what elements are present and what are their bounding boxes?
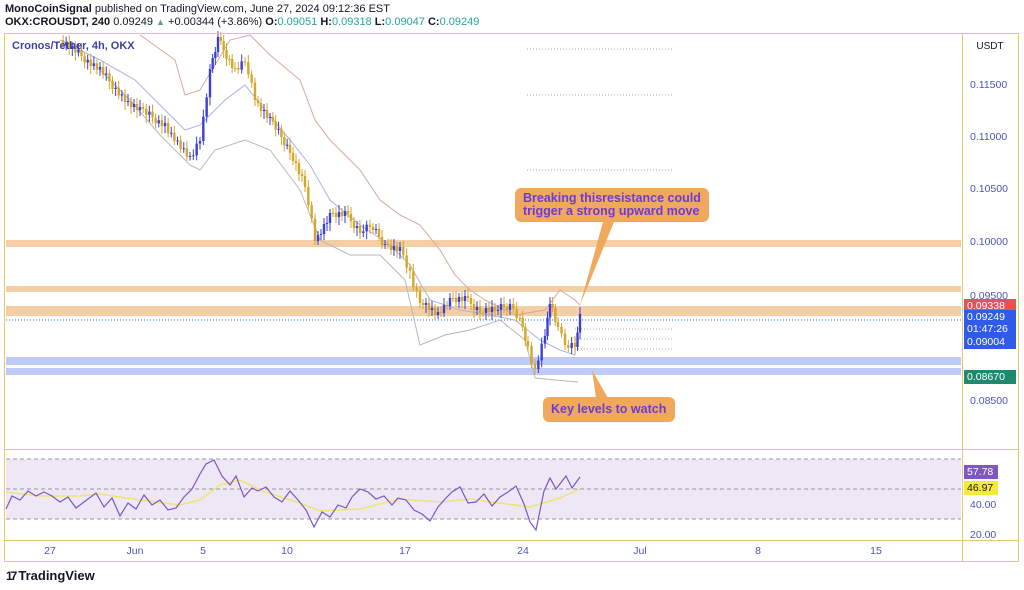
candlesticks[interactable] (61, 31, 582, 375)
price-tick-label: 0.08500 (970, 395, 1008, 407)
tradingview-logo[interactable]: 17 TradingView (6, 568, 95, 583)
rsi-line (5, 459, 581, 532)
author-name[interactable]: MonoCoinSignal (5, 3, 92, 15)
price-tag: 0.09338 (964, 299, 1016, 313)
chart-legend-title[interactable]: Cronos/Tether, 4h, OKX (12, 40, 135, 52)
resistance-callout[interactable]: Breaking thisresistance could trigger a … (515, 188, 709, 222)
time-tick-label: 5 (200, 545, 206, 557)
price-tick-label: 0.10000 (970, 236, 1008, 248)
low-label: L: (374, 16, 386, 28)
upper-envelope (139, 34, 581, 316)
time-tick-label: 10 (281, 545, 293, 557)
price-tick-label: 0.11500 (970, 79, 1008, 91)
symbol-label: OKX:CROUSDT, 240 (5, 16, 111, 28)
support-callout[interactable]: Key levels to watch (543, 397, 675, 422)
rsi-tag: 46.97 (964, 481, 998, 495)
published-text: published on TradingView.com, June 27, 2… (91, 3, 390, 15)
low-value: 0.09047 (385, 16, 425, 28)
tradingview-brand-name: TradingView (18, 568, 95, 583)
rsi-pane-divider[interactable] (4, 449, 1019, 450)
time-tick-label: 8 (755, 545, 761, 557)
support-zone-top[interactable] (6, 357, 961, 365)
middle-envelope (59, 39, 576, 356)
chart-frame (4, 33, 1019, 562)
price-tag: 0.08670 (964, 370, 1016, 384)
time-tick-label: 15 (870, 545, 882, 557)
time-tick-label: 17 (399, 545, 411, 557)
price-tag-value: 0.09004 (967, 336, 1005, 348)
time-tick-label: 27 (44, 545, 56, 557)
time-tick-label: Jul (633, 545, 647, 557)
high-value: 0.09318 (331, 16, 372, 28)
high-label: H: (320, 16, 332, 28)
price-tag-value: 0.09249 (967, 311, 1005, 323)
price-tag-value: 0.09338 (967, 300, 1005, 312)
up-triangle-icon: ▲ (156, 17, 165, 27)
price-axis-divider (962, 33, 963, 562)
rsi-tick-label: 20.00 (970, 529, 997, 541)
support-zone-bottom[interactable] (6, 368, 961, 375)
price-tag: 0.09004 (964, 335, 1016, 349)
tradingview-logo-icon: 17 (6, 568, 17, 583)
symbol-info: OKX:CROUSDT, 240 0.09249 ▲ +0.00344 (+3.… (5, 16, 479, 28)
close-value: 0.09249 (439, 16, 480, 28)
resistance-zone-top[interactable] (6, 240, 961, 247)
open-label: O: (265, 16, 278, 28)
publish-info: MonoCoinSignal published on TradingView.… (5, 3, 390, 15)
rsi-tag: 57.78 (964, 465, 998, 479)
open-value: 0.09051 (277, 16, 318, 28)
resistance-zone-mid[interactable] (6, 286, 961, 292)
price-change: +0.00344 (+3.86%) (168, 16, 263, 28)
lower-envelope (99, 69, 579, 383)
countdown-timer: 01:47:26 (967, 323, 1008, 335)
price-tag-value: 0.08670 (967, 371, 1005, 383)
time-axis-divider (4, 540, 1019, 541)
time-tick-label: Jun (126, 545, 144, 557)
price-tag: 0.09249 01:47:26 (964, 310, 1016, 336)
time-tick-label: 24 (517, 545, 529, 557)
currency-label[interactable]: USDT (976, 41, 1004, 52)
price-tick-label: 0.11000 (970, 131, 1008, 143)
price-tick-label: 0.10500 (970, 183, 1008, 195)
rsi-tick-label: 40.00 (970, 499, 997, 511)
target-lines (527, 48, 672, 350)
last-price: 0.09249 (113, 16, 153, 28)
close-label: C: (427, 16, 440, 28)
